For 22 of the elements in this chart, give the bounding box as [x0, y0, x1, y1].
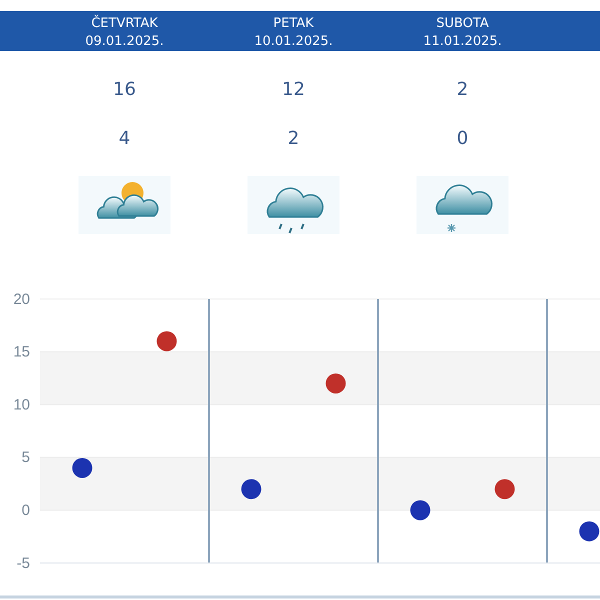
point — [494, 479, 515, 500]
text: PETAK 10.01.2025. — [254, 16, 333, 49]
text: 4 — [118, 128, 130, 149]
text: ČETVRTAK 09.01.2025. — [85, 14, 164, 49]
text: 2 — [456, 79, 468, 100]
y-tick-label: 5 — [22, 449, 30, 466]
text: SUBOTA 11.01.2025. — [423, 16, 502, 49]
text: 0 — [456, 128, 468, 149]
point — [410, 500, 430, 520]
y-tick-label: 10 — [13, 396, 30, 414]
y-tick-label: 0 — [22, 502, 30, 519]
point — [72, 458, 92, 478]
point — [241, 479, 262, 500]
point — [326, 373, 346, 394]
y-tick-label: 20 — [13, 290, 30, 308]
text: 2 — [288, 128, 300, 149]
point — [156, 331, 177, 352]
y-tick-label: 15 — [13, 344, 30, 361]
y-tick-label: -5 — [16, 554, 30, 572]
text: 16 — [113, 79, 136, 100]
text: 12 — [282, 79, 305, 100]
point — [579, 521, 600, 542]
